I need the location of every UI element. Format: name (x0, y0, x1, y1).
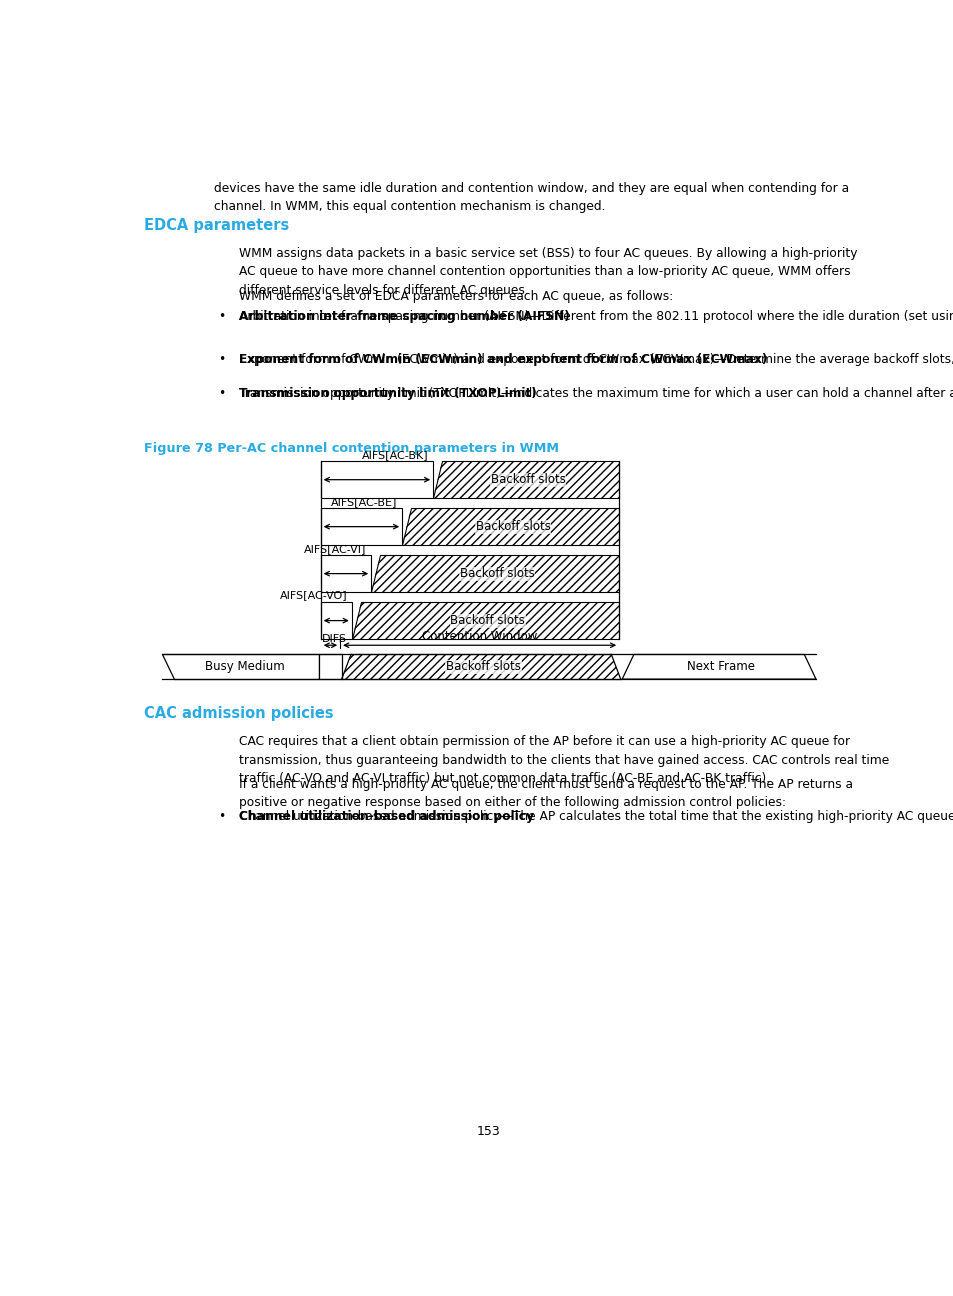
Text: Exponent form of CWmin (ECWmin) and exponent form of CWmax (ECWmax)—Determine th: Exponent form of CWmin (ECWmin) and expo… (239, 353, 953, 365)
Text: AIFS[AC-BE]: AIFS[AC-BE] (331, 496, 397, 507)
Text: Backoff slots: Backoff slots (475, 520, 550, 533)
Text: Transmission opportunity limit (TXOPLimit): Transmission opportunity limit (TXOPLimi… (239, 386, 537, 399)
Text: 153: 153 (476, 1125, 500, 1138)
Text: Transmission opportunity limit (TXOPLimit)—Indicates the maximum time for which : Transmission opportunity limit (TXOPLimi… (239, 386, 953, 399)
Text: DIFS: DIFS (321, 635, 346, 644)
Text: Backoff slots: Backoff slots (491, 473, 565, 486)
Text: Busy Medium: Busy Medium (205, 660, 285, 674)
Text: Figure 78 Per-AC channel contention parameters in WMM: Figure 78 Per-AC channel contention para… (144, 442, 558, 455)
Text: If a client wants a high-priority AC queue, the client must send a request to th: If a client wants a high-priority AC que… (239, 778, 853, 809)
Text: WMM assigns data packets in a basic service set (BSS) to four AC queues. By allo: WMM assigns data packets in a basic serv… (239, 248, 857, 297)
Text: CAC admission policies: CAC admission policies (144, 706, 334, 721)
Text: WMM defines a set of EDCA parameters for each AC queue, as follows:: WMM defines a set of EDCA parameters for… (239, 289, 673, 302)
Text: AIFS[AC-VO]: AIFS[AC-VO] (279, 591, 347, 600)
Text: AIFS[AC-BK]: AIFS[AC-BK] (361, 450, 428, 460)
Bar (320, 555, 371, 592)
Bar (320, 603, 352, 639)
Polygon shape (352, 603, 618, 639)
Text: AIFS[AC-VI]: AIFS[AC-VI] (304, 543, 366, 553)
Bar (320, 508, 402, 546)
Text: EDCA parameters: EDCA parameters (144, 218, 289, 233)
Polygon shape (433, 461, 618, 498)
Text: Backoff slots: Backoff slots (450, 614, 525, 627)
Text: Next Frame: Next Frame (687, 660, 755, 674)
Polygon shape (402, 508, 618, 546)
Text: Exponent form of CWmin (ECWmin) and exponent form of CWmax (ECWmax): Exponent form of CWmin (ECWmin) and expo… (239, 353, 767, 365)
Polygon shape (621, 654, 815, 679)
Text: Channel utilization-based admission policy: Channel utilization-based admission poli… (239, 810, 534, 823)
Text: CAC requires that a client obtain permission of the AP before it can use a high-: CAC requires that a client obtain permis… (239, 735, 889, 785)
Text: •: • (218, 386, 226, 399)
Text: devices have the same idle duration and contention window, and they are equal wh: devices have the same idle duration and … (213, 181, 848, 213)
Text: •: • (218, 310, 226, 323)
Bar (320, 461, 433, 498)
Text: •: • (218, 353, 226, 365)
Text: Contention Window: Contention Window (421, 630, 537, 643)
Text: •: • (218, 810, 226, 823)
Polygon shape (162, 654, 319, 679)
Text: Arbitration inter-frame spacing number (AIFSN): Arbitration inter-frame spacing number (… (239, 310, 570, 323)
Text: Backoff slots: Backoff slots (459, 568, 535, 581)
Bar (319, 654, 341, 679)
Polygon shape (371, 555, 618, 592)
Text: Arbitration inter-frame spacing number (AIFSN)—Different from the 802.11 protoco: Arbitration inter-frame spacing number (… (239, 310, 953, 323)
Text: Backoff slots: Backoff slots (446, 660, 520, 674)
Text: Channel utilization-based admission policy—The AP calculates the total time that: Channel utilization-based admission poli… (239, 810, 953, 823)
